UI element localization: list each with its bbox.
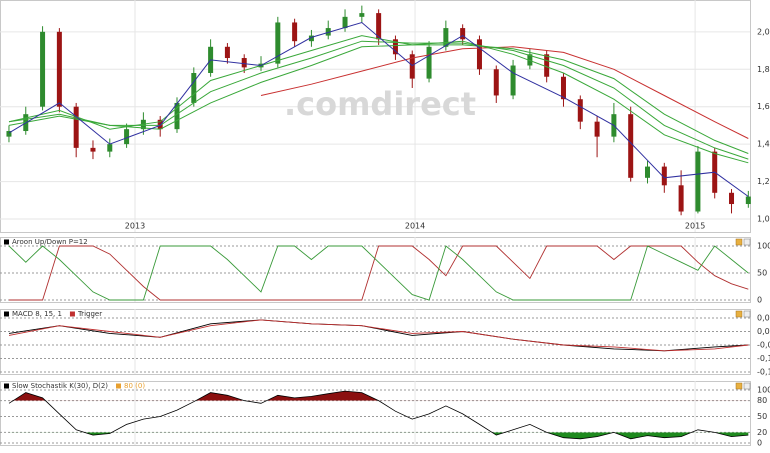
candle-body — [56, 31, 62, 107]
candle-body — [745, 196, 751, 205]
watermark: .comdirect — [284, 85, 476, 123]
candle-body — [342, 16, 348, 29]
panel-frame — [0, 309, 751, 375]
y-tick-label: 80 — [757, 396, 767, 405]
panel-settings-icon — [735, 310, 743, 318]
candle-body — [476, 39, 482, 70]
candle-body — [493, 69, 499, 96]
oversold-fill — [9, 432, 749, 439]
panel-close-icon — [743, 382, 751, 390]
candle-body — [409, 54, 415, 79]
x-tick-label: 2015 — [685, 222, 705, 231]
legend-swatch — [4, 383, 9, 389]
candle-body — [678, 185, 684, 212]
y-tick-label: 50 — [757, 412, 767, 421]
moving-average-line — [8, 35, 749, 164]
x-tick-label: 2013 — [125, 222, 145, 231]
y-tick-label: 0 — [757, 296, 762, 305]
candle-body — [191, 73, 197, 103]
legend-label: 80 (0) — [124, 382, 145, 390]
candle-body — [594, 121, 600, 137]
candle-body — [40, 31, 46, 107]
y-tick-label: 100 — [757, 386, 770, 395]
moving-average-line — [260, 46, 749, 139]
panel-close-icon — [743, 238, 751, 246]
y-tick-label: 100 — [757, 242, 770, 251]
panel-frame — [0, 0, 751, 233]
candle-body — [644, 166, 650, 178]
candle-body — [90, 147, 96, 152]
y-tick-label: -0,12 — [757, 354, 770, 363]
legend-swatch — [116, 383, 121, 389]
indicator-line — [8, 245, 749, 301]
moving-average-line — [8, 44, 749, 154]
candle-body — [157, 119, 163, 130]
candle-body — [73, 106, 79, 148]
indicator-line — [8, 319, 749, 352]
legend-swatch — [4, 311, 9, 317]
indicator-line — [9, 245, 749, 301]
candle-body — [460, 28, 466, 40]
candle-body — [426, 46, 432, 79]
legend-label: Trigger — [77, 310, 102, 318]
y-tick-label: 1,0 — [757, 215, 770, 224]
candle-body — [6, 131, 12, 137]
y-tick-label: 0,02 — [757, 327, 770, 336]
y-tick-label: 0 — [757, 439, 762, 448]
candle-body — [224, 46, 230, 59]
y-tick-label: 1,8 — [757, 65, 770, 74]
overbought-fill — [13, 391, 379, 401]
candle-body — [661, 166, 667, 186]
candle-body — [241, 58, 247, 68]
moving-average-line — [8, 21, 749, 197]
stochastic-line — [8, 390, 749, 440]
candle-body — [275, 22, 281, 64]
y-tick-label: 1,6 — [757, 102, 770, 111]
candle-body — [544, 54, 550, 77]
y-tick-label: -0,19 — [757, 368, 770, 377]
panel-frame — [0, 237, 751, 303]
candle-body — [527, 54, 533, 66]
y-tick-label: 50 — [757, 269, 767, 278]
candle-body — [308, 35, 314, 42]
candle-body — [510, 65, 516, 96]
legend-swatch — [4, 239, 9, 245]
panel-close-icon — [743, 310, 751, 318]
candle-body — [325, 28, 331, 36]
candle-body — [107, 144, 113, 152]
y-tick-label: 0,09 — [757, 314, 770, 323]
candle-body — [124, 129, 130, 145]
panel-settings-icon — [735, 382, 743, 390]
candle-body — [292, 22, 298, 42]
legend-swatch — [69, 311, 75, 317]
candle-body — [729, 192, 735, 205]
candle-body — [443, 28, 449, 47]
candle-body — [560, 76, 566, 100]
candle-body — [695, 151, 701, 212]
candle-body — [577, 99, 583, 122]
indicator-line — [8, 319, 749, 352]
legend-label: Aroon Up/Down P=12 — [12, 238, 88, 246]
x-tick-label: 2014 — [405, 222, 425, 231]
candle-body — [628, 114, 634, 178]
candle-body — [359, 13, 365, 17]
y-tick-label: 20 — [757, 428, 767, 437]
candle-body — [174, 102, 180, 130]
y-tick-label: 2,0 — [757, 27, 770, 36]
legend-label: MACD 8, 15, 1 — [12, 310, 62, 318]
panel-settings-icon — [735, 238, 743, 246]
y-tick-label: 1,4 — [757, 140, 770, 149]
y-tick-label: 1,2 — [757, 177, 770, 186]
candle-body — [376, 13, 382, 40]
y-tick-label: -0,05 — [757, 341, 770, 350]
candle-body — [392, 39, 398, 55]
legend-label: Slow Stochastik K(30), D(2) — [12, 382, 108, 390]
